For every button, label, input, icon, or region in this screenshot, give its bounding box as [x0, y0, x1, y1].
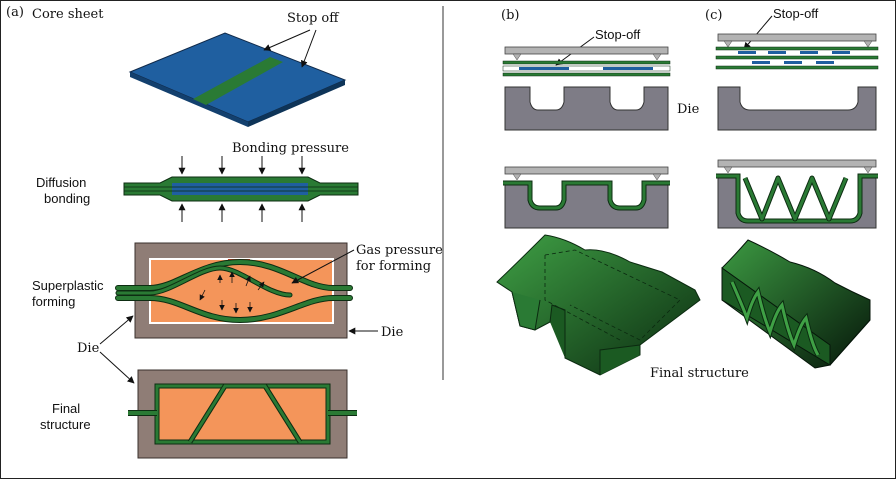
- forming-die: [134, 242, 348, 339]
- superplastic-label-1: Superplastic: [32, 278, 104, 293]
- stop-off-arrow-1: [263, 29, 311, 51]
- panel-a-tag: (a): [6, 5, 24, 20]
- final-structure-c-3d: [721, 239, 871, 369]
- formed-c: [716, 159, 878, 229]
- gas-pressure-arrows: [199, 271, 265, 314]
- stop-off-label-b: Stop-off: [595, 27, 641, 42]
- die-label-left: Die: [77, 341, 100, 356]
- panel-b-tag: (b): [501, 8, 519, 23]
- die-c-top: [717, 86, 877, 131]
- gas-pressure-arrow: [291, 249, 355, 284]
- gas-pressure-label-1: Gas pressure: [356, 243, 443, 258]
- formed-sheets: [115, 258, 353, 324]
- stop-off-label-c: Stop-off: [773, 6, 819, 21]
- final-label-1: Final: [52, 401, 80, 416]
- die-arrow-up: [99, 315, 134, 345]
- diffusion-label-1: Diffusion: [36, 175, 86, 190]
- die-arrow-down: [99, 351, 135, 384]
- die-label-b: Die: [677, 102, 700, 117]
- die-label-right: Die: [381, 325, 404, 340]
- bonding-pressure-arrows: [178, 156, 306, 222]
- panel-c-tag: (c): [705, 8, 722, 23]
- final-structure-b-3d: [496, 234, 701, 376]
- stop-off-arrow-2: [300, 29, 317, 68]
- final-structure-a: [128, 369, 357, 459]
- core-sheet: [128, 32, 347, 127]
- gas-pressure-label-2: for forming: [356, 259, 431, 274]
- formed-b: [503, 166, 670, 229]
- superplastic-label-2: forming: [32, 294, 75, 309]
- die-b-top: [504, 86, 669, 131]
- bonding-pressure-label: Bonding pressure: [232, 141, 349, 156]
- final-structure-label: Final structure: [650, 366, 749, 381]
- bonded-sheet-stack: [123, 176, 359, 202]
- stop-off-arrow-c: [743, 15, 773, 50]
- stop-off-label-a: Stop off: [287, 11, 340, 26]
- core-sheet-label: Core sheet: [32, 7, 104, 22]
- sheet-stack-c: [715, 33, 879, 70]
- final-label-2: structure: [40, 417, 91, 432]
- sheet-stack-b: [502, 46, 671, 77]
- diffusion-label-2: bonding: [44, 191, 90, 206]
